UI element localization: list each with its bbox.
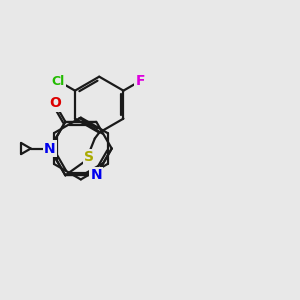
Text: N: N: [44, 142, 56, 155]
Text: N: N: [91, 168, 102, 182]
Text: F: F: [135, 74, 145, 88]
Text: O: O: [49, 96, 61, 110]
Text: Cl: Cl: [52, 75, 65, 88]
Text: S: S: [84, 150, 94, 164]
